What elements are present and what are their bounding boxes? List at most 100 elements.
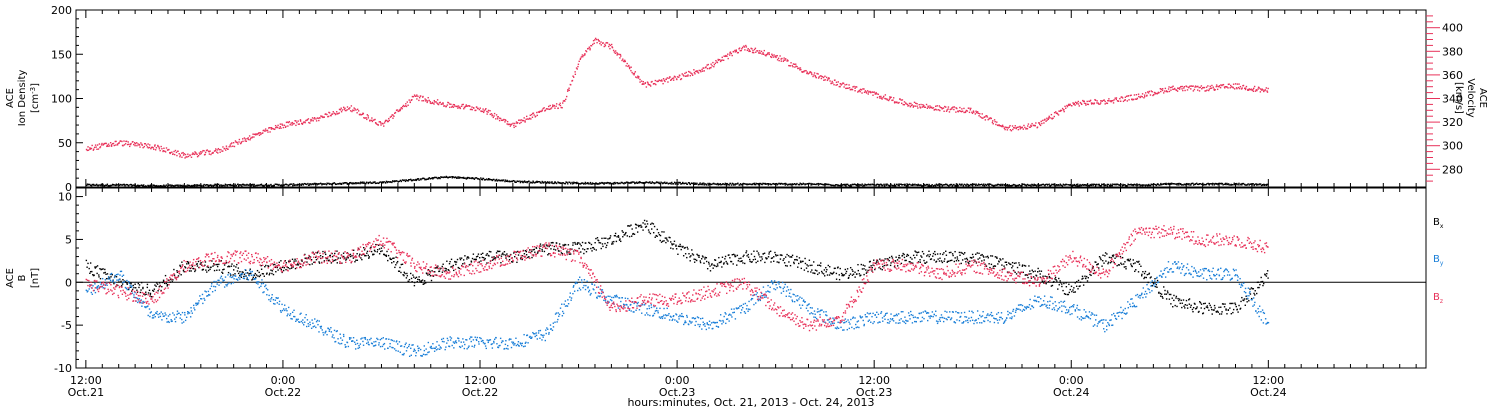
data-point xyxy=(281,271,283,274)
data-point xyxy=(932,255,934,257)
data-point xyxy=(1262,183,1264,186)
data-point xyxy=(93,148,95,150)
data-point xyxy=(704,258,706,260)
data-point xyxy=(948,260,950,262)
data-point xyxy=(950,251,952,254)
data-point xyxy=(386,181,389,184)
data-point xyxy=(784,182,786,185)
data-point xyxy=(936,253,939,255)
data-point xyxy=(589,181,592,184)
data-point xyxy=(1253,183,1256,186)
data-point xyxy=(1117,183,1119,186)
data-point xyxy=(1167,88,1170,90)
data-point xyxy=(507,180,509,183)
data-point xyxy=(341,262,343,264)
data-point xyxy=(418,99,420,102)
data-point xyxy=(919,259,921,261)
data-point xyxy=(528,249,531,251)
data-point xyxy=(292,183,295,185)
data-point xyxy=(797,266,799,268)
data-point xyxy=(654,236,656,238)
data-point xyxy=(929,105,931,107)
data-point xyxy=(1015,127,1018,130)
data-point xyxy=(561,252,563,255)
data-point xyxy=(245,275,247,277)
data-point xyxy=(841,83,843,85)
data-point xyxy=(609,235,612,237)
data-point xyxy=(1061,107,1064,110)
data-point xyxy=(1039,124,1042,127)
data-point xyxy=(251,136,254,138)
data-point xyxy=(1170,183,1172,185)
data-point xyxy=(591,183,593,185)
data-point xyxy=(940,183,943,186)
data-point xyxy=(823,79,825,81)
data-point xyxy=(225,183,227,186)
data-point xyxy=(149,184,152,186)
data-point xyxy=(773,256,775,258)
data-point xyxy=(435,274,438,276)
data-point xyxy=(263,129,265,131)
data-point xyxy=(91,270,93,273)
data-point xyxy=(699,183,701,185)
data-point xyxy=(688,182,691,185)
data-point xyxy=(86,149,89,152)
data-point xyxy=(448,103,451,105)
data-point xyxy=(698,256,700,258)
data-point xyxy=(464,106,466,109)
data-point xyxy=(1200,85,1203,87)
data-point xyxy=(240,142,242,144)
data-point xyxy=(593,248,596,250)
data-point xyxy=(574,182,576,184)
data-point xyxy=(95,183,98,186)
data-point xyxy=(154,185,156,187)
data-point xyxy=(652,182,654,184)
data-point xyxy=(962,185,965,187)
data-point xyxy=(1078,185,1080,187)
data-point xyxy=(753,183,756,186)
data-point xyxy=(219,185,221,187)
data-point xyxy=(495,179,497,181)
data-point xyxy=(205,149,208,152)
data-point xyxy=(750,253,753,255)
data-point xyxy=(1089,99,1092,102)
data-point xyxy=(157,290,159,292)
data-point xyxy=(138,286,140,289)
data-point xyxy=(1259,88,1262,90)
data-point xyxy=(203,183,205,186)
data-point xyxy=(882,95,885,98)
data-point xyxy=(337,112,339,115)
data-point xyxy=(202,149,204,152)
data-point xyxy=(942,253,944,256)
data-point xyxy=(554,107,556,109)
data-point xyxy=(879,258,881,260)
data-point xyxy=(975,253,977,256)
data-point xyxy=(401,105,404,108)
data-point xyxy=(183,271,185,273)
data-point xyxy=(854,276,856,278)
data-point xyxy=(635,76,637,78)
data-point xyxy=(1186,89,1189,91)
data-point xyxy=(456,105,458,107)
data-point xyxy=(421,279,424,281)
data-point xyxy=(590,243,593,246)
data-point xyxy=(1155,92,1157,95)
data-point xyxy=(778,182,780,185)
data-point xyxy=(634,71,637,73)
data-point xyxy=(792,183,795,186)
data-point xyxy=(1082,277,1084,280)
data-point xyxy=(756,183,758,185)
data-point xyxy=(293,184,296,187)
data-point xyxy=(1237,86,1240,89)
data-point xyxy=(881,98,883,100)
data-point xyxy=(445,268,448,270)
data-point xyxy=(1064,293,1067,296)
data-point xyxy=(1077,100,1079,103)
data-point xyxy=(761,256,763,258)
data-point xyxy=(117,184,119,186)
data-point xyxy=(832,272,834,275)
data-point xyxy=(482,252,484,255)
data-point xyxy=(126,283,128,285)
data-point xyxy=(1123,184,1126,186)
data-point xyxy=(1096,100,1098,102)
